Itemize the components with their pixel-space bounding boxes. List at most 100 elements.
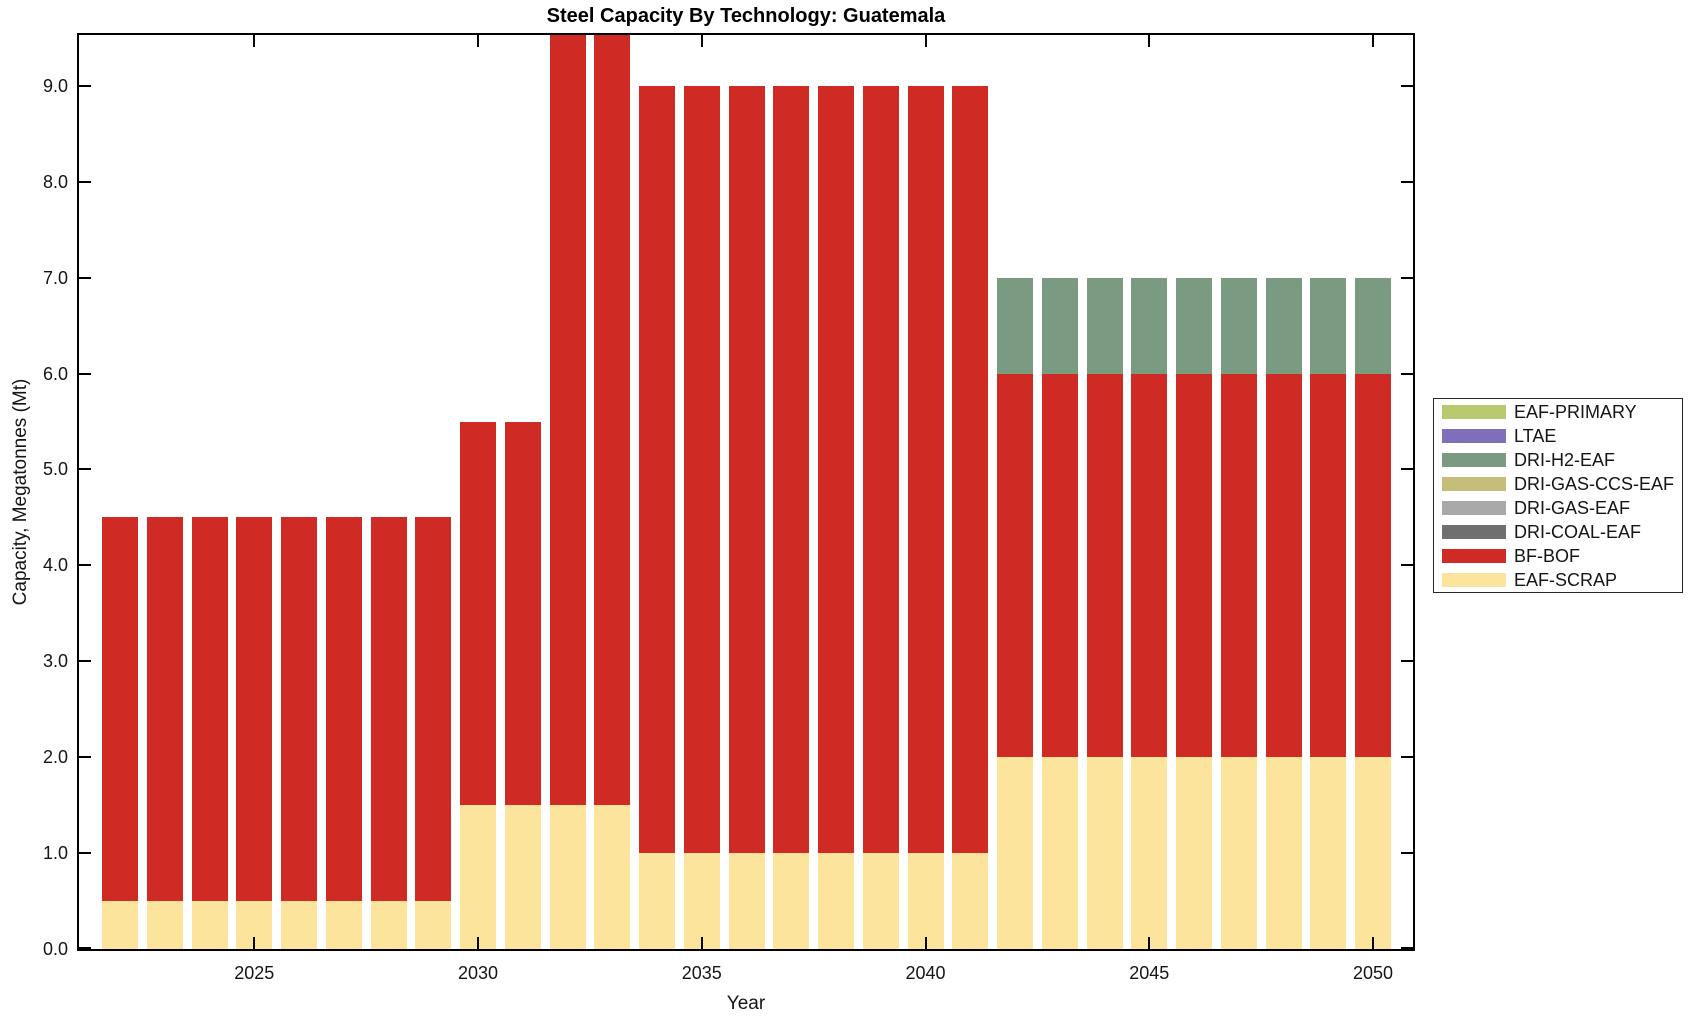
bar-segment-bf-bof-2024 — [191, 517, 228, 902]
bar-segment-eaf-scrap-2037 — [773, 853, 810, 949]
bar-segment-bf-bof-2030 — [460, 421, 496, 806]
y-tick-label: 0.0 — [42, 939, 68, 959]
legend-label: LTAE — [1514, 426, 1557, 446]
bar-segment-dri-h2-eaf-2048 — [1265, 277, 1302, 374]
bar-segment-bf-bof-2043 — [1041, 373, 1078, 758]
bar-segment-eaf-scrap-2036 — [728, 853, 765, 949]
y-tick-right — [1401, 180, 1413, 183]
bar-segment-dri-h2-eaf-2050 — [1355, 277, 1391, 374]
y-tick-label: 1.0 — [42, 843, 68, 864]
legend-item-dri-gas-ccs-eaf: DRI-GAS-CCS-EAF — [1434, 472, 1682, 496]
bar-segment-bf-bof-2032 — [549, 35, 586, 806]
bar-segment-eaf-scrap-2048 — [1265, 757, 1302, 949]
bar-segment-eaf-scrap-2030 — [460, 805, 496, 949]
legend-swatch-eaf-scrap — [1442, 573, 1506, 587]
y-tick-right — [1401, 564, 1413, 567]
bar-segment-eaf-scrap-2024 — [191, 901, 228, 949]
bar-segment-eaf-scrap-2041 — [952, 853, 989, 949]
bar-segment-eaf-scrap-2039 — [862, 853, 899, 949]
bar-segment-eaf-scrap-2049 — [1310, 757, 1347, 949]
x-tick-label: 2050 — [1352, 963, 1394, 983]
y-tick-label: 5.0 — [42, 459, 68, 480]
legend-item-eaf-primary: EAF-PRIMARY — [1434, 400, 1682, 424]
x-tick-top — [1148, 35, 1151, 47]
bar-segment-eaf-scrap-2033 — [594, 805, 631, 949]
bar-segment-eaf-scrap-2028 — [370, 901, 407, 949]
legend-swatch-bf-bof — [1442, 549, 1506, 563]
chart-title: Steel Capacity By Technology: Guatemala — [546, 5, 946, 27]
legend-label: DRI-GAS-CCS-EAF — [1514, 474, 1675, 494]
bar-segment-dri-h2-eaf-2044 — [1086, 277, 1123, 374]
bar-segment-bf-bof-2039 — [862, 85, 899, 854]
bar-segment-eaf-scrap-2050 — [1355, 757, 1391, 949]
x-tick-top — [253, 35, 256, 47]
bar-segment-eaf-scrap-2047 — [1220, 757, 1257, 949]
bar-segment-bf-bof-2048 — [1265, 373, 1302, 758]
bar-segment-bf-bof-2047 — [1220, 373, 1257, 758]
y-tick-label: 3.0 — [42, 651, 68, 672]
x-axis-label: Year — [726, 993, 766, 1014]
legend-item-ltae: LTAE — [1434, 424, 1682, 448]
legend-label: DRI-GAS-EAF — [1514, 498, 1631, 518]
bar-segment-eaf-scrap-2046 — [1176, 757, 1212, 949]
y-tick-label: 2.0 — [42, 747, 68, 768]
bar-segment-bf-bof-2041 — [952, 85, 989, 854]
bar-segment-eaf-scrap-2023 — [146, 901, 183, 949]
bar-segment-eaf-scrap-2038 — [818, 853, 854, 949]
x-tick-bottom — [477, 937, 479, 949]
legend-item-dri-gas-eaf: DRI-GAS-EAF — [1434, 496, 1682, 520]
bar-segment-eaf-scrap-2031 — [504, 805, 541, 949]
y-tick-right — [1401, 468, 1413, 471]
bar-segment-bf-bof-2023 — [146, 517, 183, 902]
y-tick-left — [79, 564, 91, 567]
bar-segment-eaf-scrap-2026 — [281, 901, 317, 949]
y-tick-right — [1401, 947, 1413, 949]
bar-segment-dri-h2-eaf-2043 — [1041, 277, 1078, 374]
bar-segment-bf-bof-2029 — [415, 517, 452, 902]
legend-swatch-dri-coal-eaf — [1442, 525, 1506, 539]
legend-item-bf-bof: BF-BOF — [1434, 544, 1682, 568]
x-tick-top — [924, 35, 927, 47]
bar-segment-eaf-scrap-2044 — [1086, 757, 1123, 949]
y-tick-label: 7.0 — [42, 267, 68, 288]
bar-segment-dri-h2-eaf-2049 — [1310, 277, 1347, 374]
bar-segment-bf-bof-2025 — [236, 517, 273, 902]
bar-segment-dri-h2-eaf-2045 — [1131, 277, 1168, 374]
legend-swatch-ltae — [1442, 429, 1506, 443]
y-tick-right — [1401, 660, 1413, 663]
bar-segment-bf-bof-2045 — [1131, 373, 1168, 758]
legend-item-eaf-scrap: EAF-SCRAP — [1434, 568, 1682, 592]
x-tick-top — [700, 35, 703, 47]
bar-segment-dri-h2-eaf-2047 — [1220, 277, 1257, 374]
y-tick-left — [79, 84, 91, 87]
bar-segment-eaf-scrap-2034 — [639, 853, 675, 949]
y-tick-left — [79, 660, 91, 663]
y-tick-label: 8.0 — [42, 171, 68, 192]
x-tick-label: 2040 — [905, 963, 946, 983]
y-tick-label: 4.0 — [42, 555, 68, 576]
x-tick-bottom — [253, 937, 256, 949]
bar-segment-eaf-scrap-2043 — [1041, 757, 1078, 949]
x-tick-bottom — [1148, 937, 1151, 949]
x-tick-bottom — [924, 937, 927, 949]
bar-segment-eaf-scrap-2032 — [549, 805, 586, 949]
bar-segment-dri-h2-eaf-2042 — [997, 277, 1033, 374]
bar-segment-bf-bof-2036 — [728, 85, 765, 854]
legend-label: DRI-H2-EAF — [1514, 450, 1616, 470]
bar-segment-eaf-scrap-2045 — [1131, 757, 1168, 949]
x-tick-label: 2045 — [1129, 963, 1170, 983]
y-tick-right — [1401, 276, 1413, 279]
y-tick-label: 6.0 — [42, 363, 68, 384]
y-tick-right — [1401, 756, 1413, 759]
x-tick-label: 2035 — [681, 963, 722, 983]
bar-segment-bf-bof-2042 — [997, 373, 1033, 758]
bar-segment-bf-bof-2026 — [281, 517, 317, 902]
bar-segment-eaf-scrap-2029 — [415, 901, 452, 949]
bar-segment-bf-bof-2027 — [325, 517, 362, 902]
bar-segment-bf-bof-2037 — [773, 85, 810, 854]
y-tick-right — [1401, 372, 1413, 375]
legend-label: BF-BOF — [1514, 546, 1580, 566]
x-tick-top — [1372, 35, 1374, 47]
bar-segment-bf-bof-2050 — [1355, 373, 1391, 758]
x-tick-bottom — [700, 937, 703, 949]
